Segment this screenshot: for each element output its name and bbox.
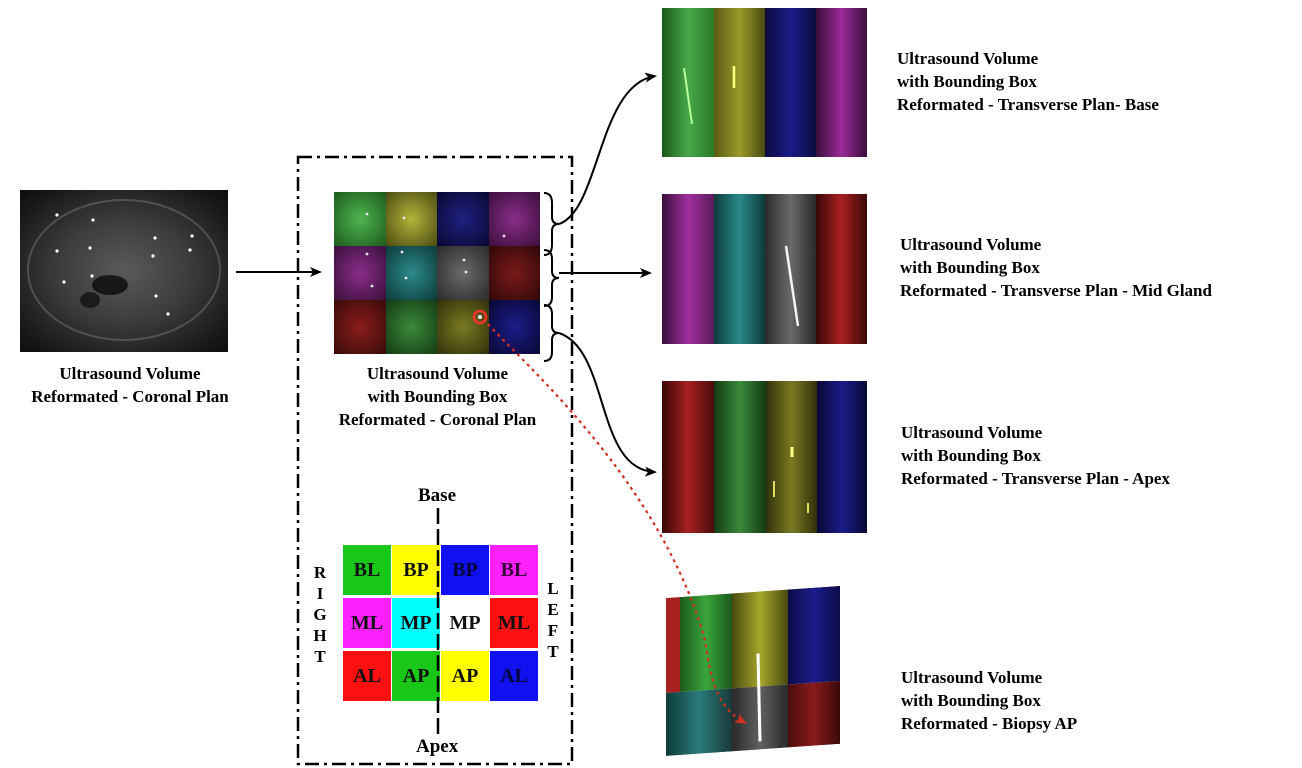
dash-dot-frame: [296, 155, 574, 766]
biopsy-path-arrow: [487, 323, 747, 725]
legend-cell-ap-right: AP: [392, 651, 440, 701]
transverse-base-caption: Ultrasound Volume with Bounding Box Refo…: [897, 49, 1159, 114]
coronal-ultrasound-image: [20, 190, 228, 352]
coronal-markers: [27, 199, 221, 341]
legend-cell-ap-left: AP: [441, 651, 489, 701]
coronal-plain-caption: Ultrasound Volume Reformated - Coronal P…: [31, 364, 229, 406]
legend-cell-al-right: AL: [343, 651, 391, 701]
brace-bottom-row: [543, 304, 560, 362]
legend-grid: BL BP BP BL ML MP MP ML AL AP AP AL: [343, 545, 539, 705]
biopsy-ap-image: [666, 585, 840, 756]
arrow-to-transverse-apex: [558, 332, 657, 477]
arrow-to-transverse-base: [558, 72, 657, 225]
legend-cell-ml-left: ML: [490, 598, 538, 648]
biopsy-ap-caption: Ultrasound Volume with Bounding Box Refo…: [901, 668, 1078, 733]
transverse-mid-image: [662, 194, 867, 344]
legend-top-label: Base: [418, 485, 456, 506]
legend-bottom-label: Apex: [416, 736, 459, 757]
brace-top-row: [543, 192, 560, 256]
transverse-apex-caption: Ultrasound Volume with Bounding Box Refo…: [901, 423, 1170, 488]
transverse-mid-caption: Ultrasound Volume with Bounding Box Refo…: [900, 235, 1212, 300]
legend-cell-bp-left: BP: [441, 545, 489, 595]
transverse-base-image: [662, 8, 867, 157]
legend-cell-mp-right: MP: [392, 598, 440, 648]
legend-cell-mp-left: MP: [441, 598, 489, 648]
legend-midline: [436, 508, 440, 736]
legend-cell-bp-right: BP: [392, 545, 440, 595]
brace-mid-row: [543, 249, 560, 307]
legend-cell-bl-right: BL: [343, 545, 391, 595]
coronal-bbox-image: [334, 192, 540, 354]
coronal-bbox-caption: Ultrasound Volume with Bounding Box Refo…: [338, 364, 537, 429]
transverse-apex-image: [662, 381, 867, 533]
legend-cell-al-left: AL: [490, 651, 538, 701]
legend-cell-bl-left: BL: [490, 545, 538, 595]
legend-cell-ml-right: ML: [343, 598, 391, 648]
